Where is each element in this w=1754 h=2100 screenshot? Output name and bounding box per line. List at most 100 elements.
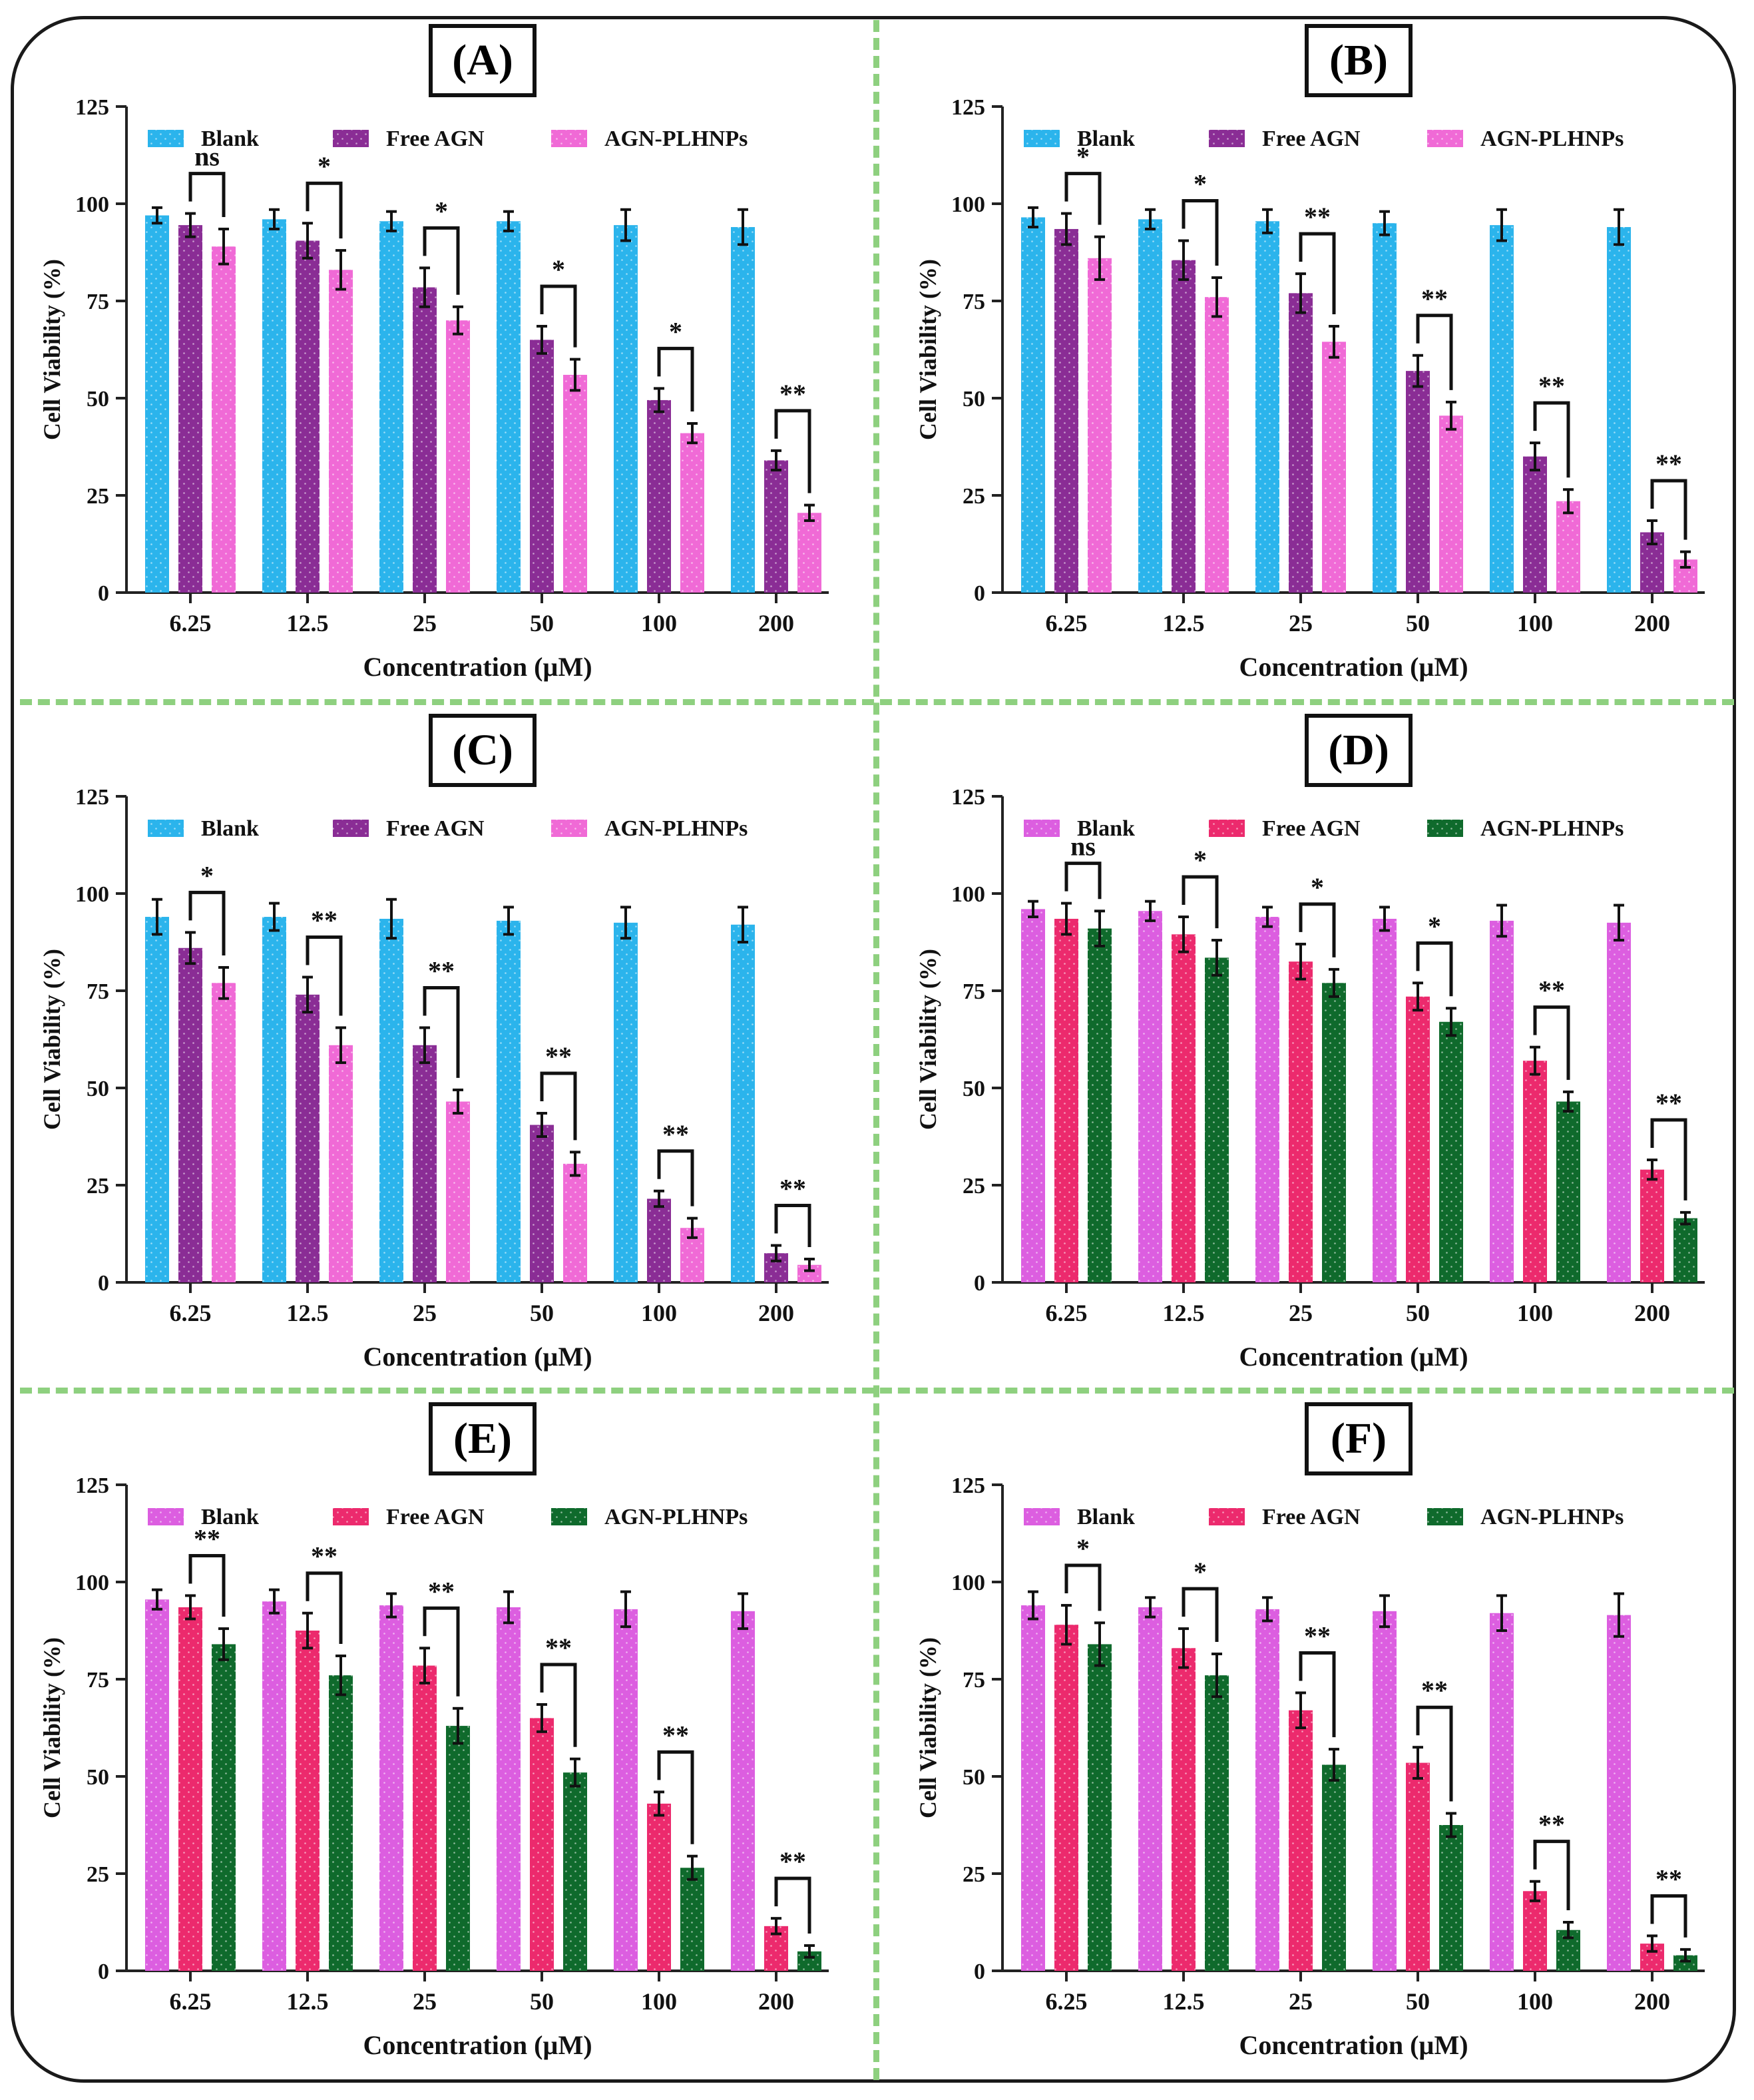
- legend-swatch: [1427, 1508, 1463, 1525]
- bar: [1255, 917, 1279, 1282]
- y-axis-title: Cell Viability (%): [39, 949, 65, 1130]
- panel-f: (F) 0 25 50 75 100 125 Cell Viability (%) Conce…: [876, 1398, 1749, 2091]
- panel-e: (E) 0 25 50 75 100 125 Cell Viability (%) Conce…: [0, 1398, 873, 2091]
- bar: [1088, 258, 1112, 593]
- legend-label: AGN-PLHNPs: [1480, 1505, 1624, 1529]
- bar: [1255, 1609, 1279, 1971]
- x-tick-label: 6.25: [170, 1300, 212, 1326]
- legend-label: Blank: [1077, 1505, 1135, 1529]
- legend-swatch: [148, 820, 184, 837]
- significance-label: *: [1076, 142, 1090, 172]
- y-axis-title: Cell Viability (%): [915, 949, 941, 1130]
- y-tick-label: 100: [951, 192, 985, 217]
- y-tick-label: 0: [98, 1271, 109, 1296]
- x-tick-label: 200: [1634, 610, 1670, 637]
- significance-bracket: [540, 1071, 577, 1141]
- y-axis-title: Cell Viability (%): [915, 1637, 941, 1818]
- legend-swatch: [148, 1508, 184, 1525]
- bar: [1607, 1615, 1631, 1971]
- bar: [1406, 1762, 1430, 1971]
- bar-chart-f: 0 25 50 75 100 125 Cell Viability (%) Concentra…: [915, 1473, 1705, 2060]
- bar: [1289, 293, 1313, 593]
- significance-bracket: [1299, 232, 1336, 314]
- significance-label: *: [1428, 911, 1441, 941]
- significance-bracket: [306, 1571, 343, 1644]
- legend-swatch: [1024, 820, 1060, 837]
- x-axis-title: Concentration (µM): [363, 652, 592, 682]
- y-tick-label: 0: [974, 1960, 985, 1984]
- significance-bracket: [1299, 1651, 1336, 1738]
- bar: [1673, 1955, 1697, 1971]
- panel-c: (C) 0 25 50 75 100 125 Cell Viability (%) Conce…: [0, 710, 873, 1402]
- significance-label: ns: [194, 142, 220, 172]
- legend-label: AGN-PLHNPs: [604, 816, 748, 841]
- bar: [731, 924, 755, 1282]
- legend-swatch: [1209, 1508, 1245, 1525]
- y-tick-label: 50: [87, 387, 109, 411]
- bar: [446, 1726, 470, 1971]
- significance-label: **: [428, 1576, 455, 1606]
- x-tick-label: 200: [1634, 1300, 1670, 1326]
- bar: [296, 994, 320, 1282]
- y-tick-label: 75: [963, 979, 985, 1004]
- y-tick-label: 25: [87, 484, 109, 509]
- x-tick-label: 12.5: [1163, 1300, 1205, 1326]
- y-tick-label: 75: [87, 290, 109, 314]
- bar: [530, 1125, 554, 1282]
- significance-label: *: [552, 254, 565, 284]
- significance-label: *: [669, 316, 682, 346]
- panel-a: (A) 0 25 50 75 100 125 Cell Viability (%) Conce…: [0, 20, 873, 712]
- x-tick-label: 6.25: [1046, 610, 1088, 637]
- vertical-divider: [873, 20, 879, 2080]
- bar: [1205, 297, 1229, 593]
- bar-chart-d: 0 25 50 75 100 125 Cell Viability (%) Concentra…: [915, 785, 1705, 1372]
- x-tick-label: 12.5: [287, 1300, 329, 1326]
- y-tick-label: 125: [75, 1473, 109, 1498]
- y-tick-label: 0: [98, 581, 109, 606]
- legend-swatch: [148, 130, 184, 147]
- significance-bracket: [1299, 902, 1336, 957]
- bar: [1054, 918, 1078, 1282]
- bar: [1556, 1101, 1580, 1282]
- y-tick-label: 125: [75, 95, 109, 120]
- bar: [497, 1607, 521, 1971]
- x-tick-label: 25: [413, 1300, 437, 1326]
- legend-label: Blank: [1077, 816, 1135, 841]
- bar: [262, 1601, 286, 1971]
- bar: [1289, 1710, 1313, 1971]
- y-tick-label: 25: [963, 484, 985, 509]
- x-tick-label: 50: [1406, 610, 1430, 637]
- y-tick-label: 50: [963, 1077, 985, 1101]
- bar: [1640, 1169, 1664, 1282]
- significance-bracket: [774, 409, 811, 493]
- y-tick-label: 125: [951, 1473, 985, 1498]
- significance-bracket: [1416, 314, 1453, 390]
- bar: [680, 1868, 704, 1971]
- x-tick-label: 50: [530, 1300, 554, 1326]
- significance-label: **: [1538, 1810, 1565, 1840]
- legend-swatch: [1024, 130, 1060, 147]
- significance-bracket: [306, 181, 343, 239]
- bar: [413, 287, 437, 593]
- x-tick-label: 50: [1406, 1988, 1430, 2015]
- significance-bracket: [188, 1553, 226, 1617]
- bar: [379, 1605, 403, 1971]
- legend-swatch: [333, 130, 369, 147]
- bar: [178, 947, 202, 1282]
- significance-label: **: [311, 1541, 337, 1571]
- bar: [1138, 1607, 1162, 1971]
- significance-bracket: [1650, 1894, 1687, 1938]
- significance-bracket: [1416, 941, 1453, 997]
- x-tick-label: 25: [1289, 1300, 1313, 1326]
- significance-bracket: [1182, 198, 1219, 266]
- x-axis-title: Concentration (µM): [1239, 2030, 1468, 2060]
- bar: [1439, 1825, 1463, 1971]
- x-axis-title: Concentration (µM): [363, 2030, 592, 2060]
- bar: [1172, 260, 1196, 593]
- y-tick-label: 25: [963, 1862, 985, 1887]
- y-tick-label: 0: [974, 1271, 985, 1296]
- bar: [262, 917, 286, 1282]
- legend-label: Free AGN: [386, 1505, 485, 1529]
- legend-swatch: [1427, 130, 1463, 147]
- significance-label: **: [1655, 449, 1682, 479]
